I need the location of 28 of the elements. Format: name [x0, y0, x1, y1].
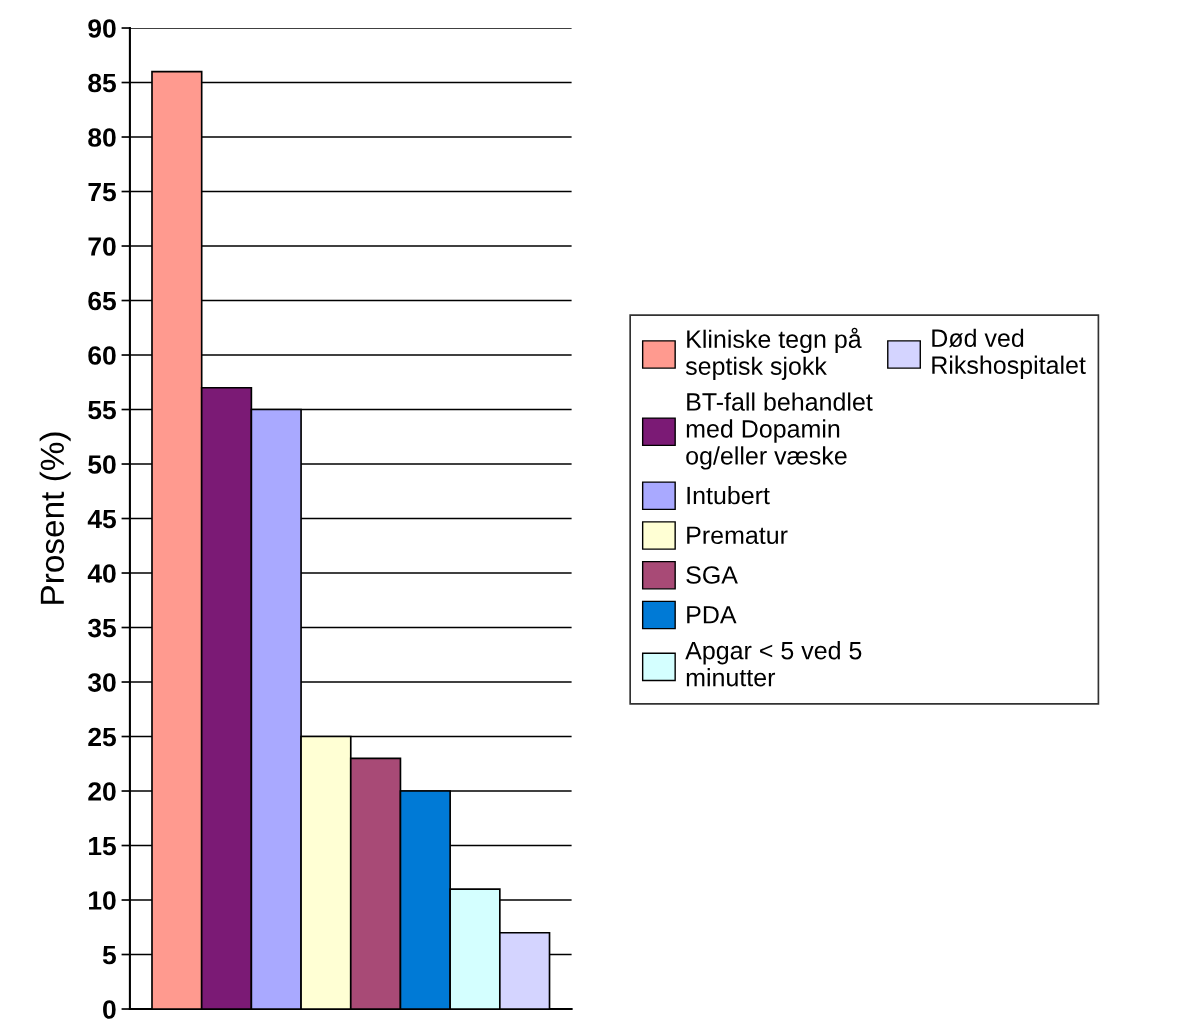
y-tick-label: 45: [87, 509, 116, 529]
y-tick-label: 10: [89, 891, 116, 910]
y-tick-label: 55: [88, 400, 116, 420]
y-tick-label: 15: [89, 836, 116, 856]
legend-label: Død ved Rikshospitalet: [932, 328, 1086, 379]
y-tick-label: 20: [88, 782, 116, 801]
y-tick-label: 70: [88, 237, 116, 256]
y-tick-label: 65: [88, 291, 116, 311]
y-tick-label: 85: [88, 73, 116, 93]
y-tick-label: 60: [88, 346, 116, 365]
y-tick-label: 5: [102, 945, 116, 965]
y-tick-label: 90: [88, 19, 116, 38]
legend-label: Kliniske tegn på septisk sjokk: [685, 327, 862, 380]
legend-label: Prematur: [687, 526, 788, 545]
y-tick-label: 35: [87, 618, 116, 638]
y-tick-label: 25: [88, 727, 116, 747]
legend-label: Apgar < 5 ved 5 minutter: [685, 641, 862, 687]
y-tick-label: 40: [87, 564, 116, 583]
legend-label: SGA: [686, 566, 738, 584]
legend-label: BT-fall behandlet med Dopamin og/eller væske: [686, 392, 873, 470]
y-axis-title: Prosent (%): [39, 432, 71, 604]
y-tick-label: 0: [103, 1000, 116, 1019]
y-tick-label: 30: [87, 673, 116, 692]
y-tick-label: 75: [88, 182, 116, 202]
y-tick-label: 50: [88, 455, 116, 474]
legend-label: PDA: [687, 606, 737, 624]
y-tick-label: 80: [88, 128, 116, 147]
legend-label: Intubert: [687, 485, 770, 505]
